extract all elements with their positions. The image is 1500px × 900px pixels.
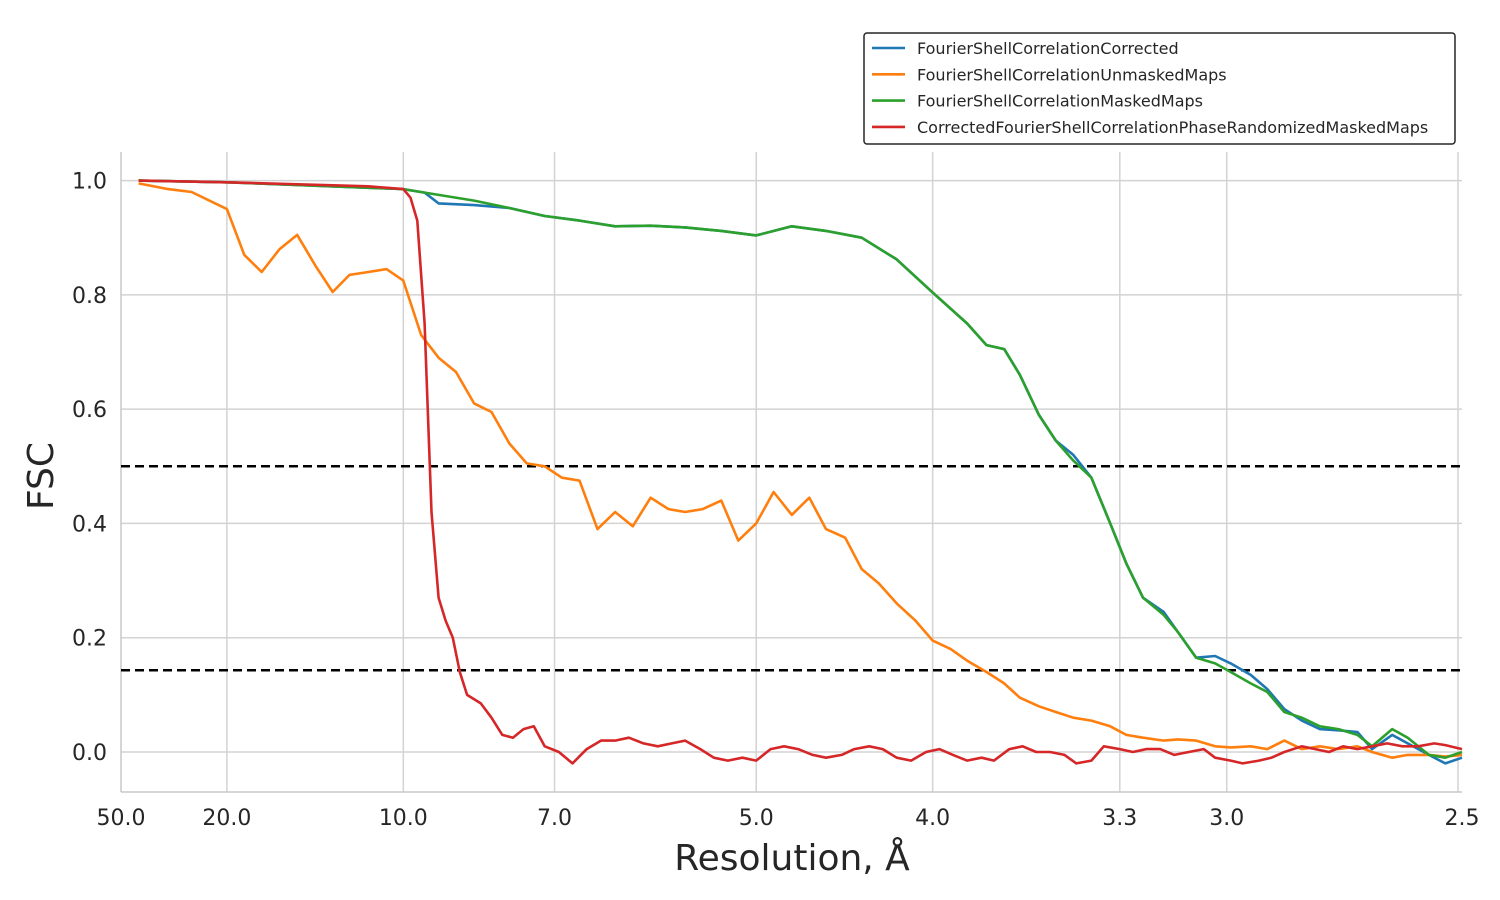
legend-box [863,32,1456,145]
x-tick-label: 5.0 [739,806,774,831]
x-tick-label: 3.0 [1209,806,1244,831]
x-axis-title: Resolution, Å [674,836,910,879]
y-tick-label: 0.8 [72,284,107,309]
series-line [138,179,1463,765]
legend: FourierShellCorrelationCorrected FourierS… [863,32,1456,145]
x-tick-label: 3.3 [1102,806,1137,831]
legend-label: FourierShellCorrelationCorrected [917,39,1179,58]
y-tick-label: 0.6 [72,398,107,423]
x-tick-labels: 50.0 20.0 10.0 7.0 5.0 4.0 3.3 3.0 2.5 [97,806,1480,831]
series-line [138,182,1463,759]
y-tick-label: 1.0 [72,170,107,195]
x-tick-label: 4.0 [915,806,950,831]
grid-lines [121,152,1462,792]
threshold-lines [121,465,1462,672]
y-tick-labels: 0.0 0.2 0.4 0.6 0.8 1.0 [72,170,107,766]
x-tick-label: 10.0 [379,806,428,831]
legend-label: FourierShellCorrelationMaskedMaps [917,92,1203,111]
x-tick-label: 2.5 [1445,806,1480,831]
series-line [138,179,1463,759]
y-axis-title: FSC [21,442,62,510]
legend-label: FourierShellCorrelationUnmaskedMaps [917,65,1227,84]
series-line [138,179,1463,765]
x-tick-label: 20.0 [202,806,251,831]
y-tick-label: 0.0 [72,741,107,766]
x-tick-label: 7.0 [537,806,572,831]
legend-label: CorrectedFourierShellCorrelationPhaseRan… [917,118,1428,137]
axes [120,152,1462,793]
y-tick-label: 0.4 [72,512,107,537]
y-tick-label: 0.2 [72,627,107,652]
x-tick-label: 50.0 [97,806,146,831]
series-lines [138,179,1463,765]
